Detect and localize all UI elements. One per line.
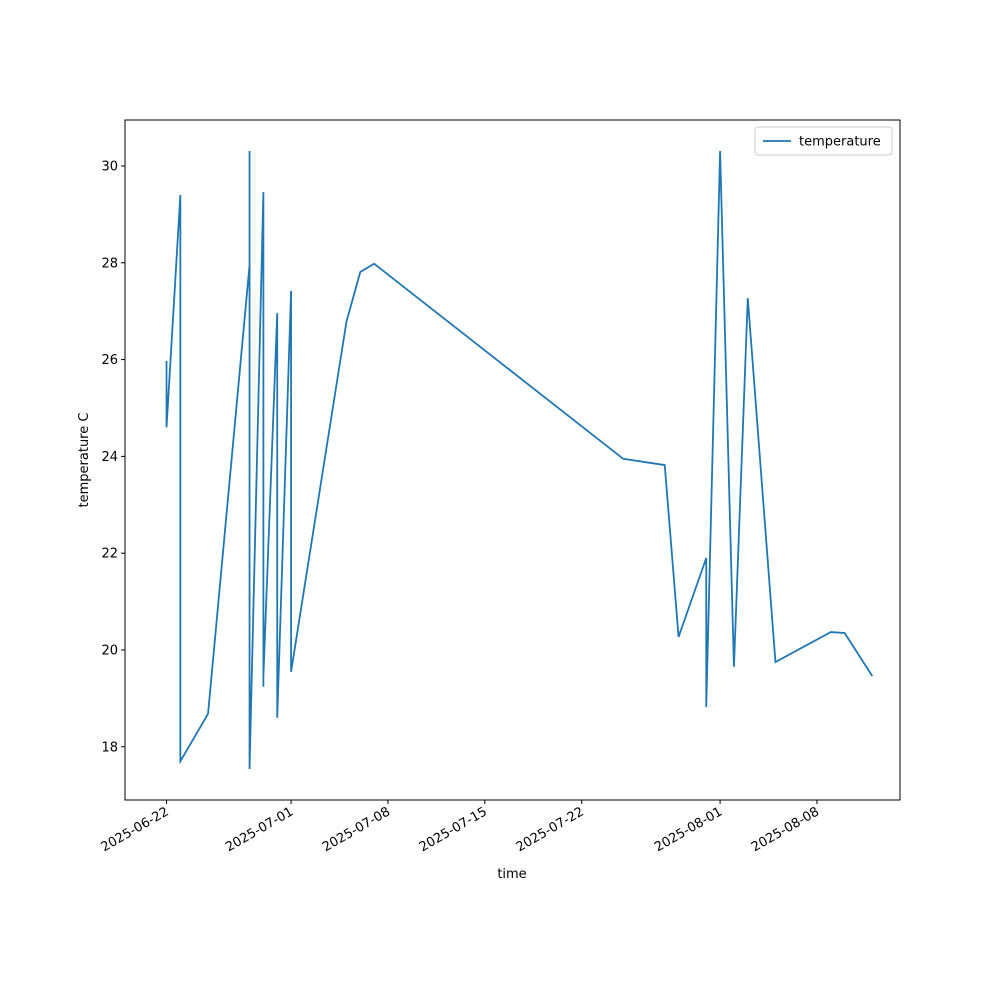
data-line [165,150,874,770]
legend: temperature [754,126,893,156]
plot-frame [124,119,901,801]
x-axis-label: time [497,867,526,882]
legend-label: temperature [799,135,881,150]
x-tick-label: 2025-07-15 [417,804,490,855]
x-tick-label: 2025-08-01 [652,804,725,855]
x-tick-label: 2025-07-01 [223,804,296,855]
y-tick-label: 18 [101,740,118,755]
x-tick-label: 2025-08-08 [749,804,822,855]
y-tick-label: 26 [101,353,118,368]
x-tick-label: 2025-07-22 [514,804,587,855]
y-axis-label: temperature C [77,413,92,508]
legend-box [754,126,893,156]
y-tick-label: 30 [101,159,118,174]
y-tick-label: 20 [101,643,118,658]
y-tick-label: 28 [101,256,118,271]
x-tick-label: 2025-07-08 [320,804,393,855]
y-tick-label: 22 [101,547,118,562]
y-tick-label: 24 [101,450,118,465]
x-tick-label: 2025-06-22 [99,804,172,855]
